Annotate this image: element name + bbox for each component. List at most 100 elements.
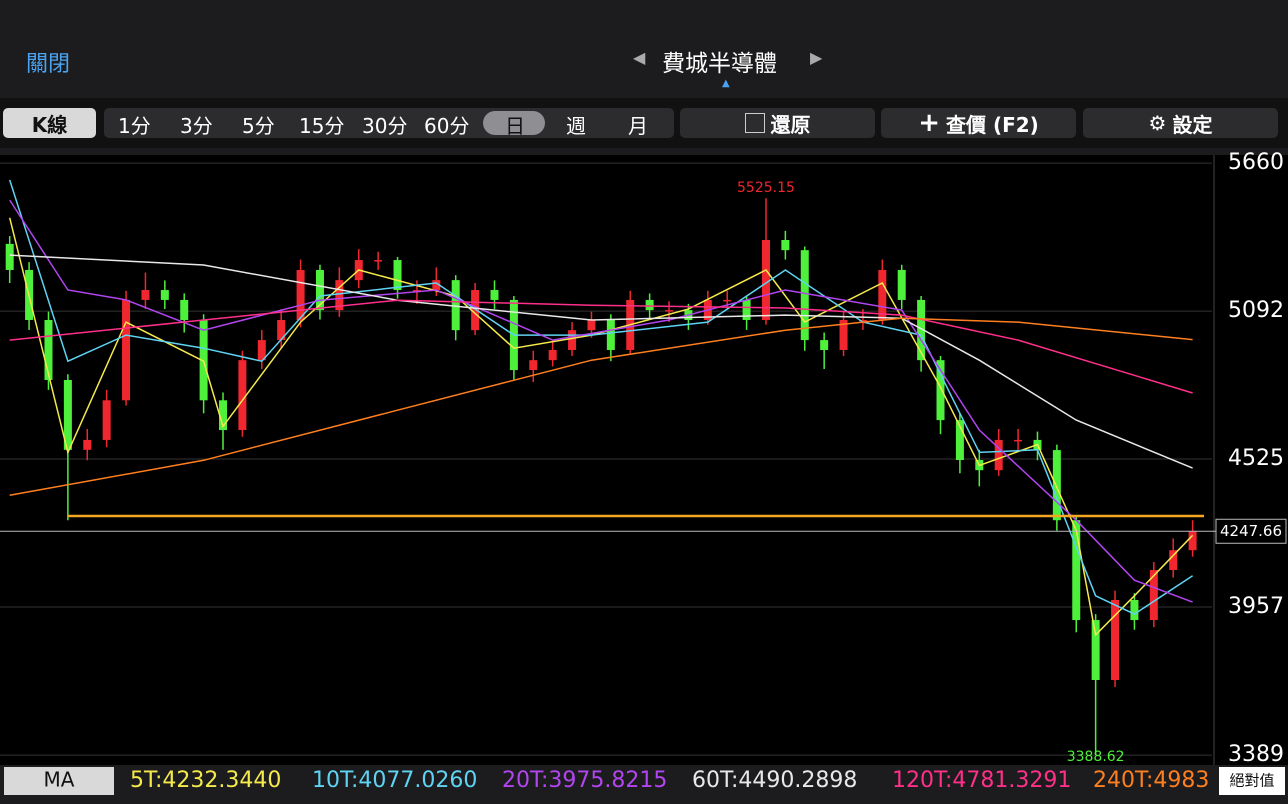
candle-body [277, 320, 286, 341]
max-label: 5525.15 [737, 180, 795, 196]
candle-body [199, 320, 208, 401]
ma-line [9, 254, 1193, 469]
candle-body [742, 299, 751, 321]
period-selected [483, 111, 545, 135]
candle-body [44, 320, 53, 380]
dropdown-caret[interactable]: ▲ [722, 78, 730, 89]
candle-body [548, 349, 557, 361]
candle-body [490, 290, 499, 300]
absolute-button[interactable] [1219, 767, 1285, 795]
candle-body [606, 320, 615, 350]
period-option[interactable]: 月 [628, 114, 648, 138]
gear-icon: ⚙ [1148, 111, 1167, 135]
candle-body [1149, 570, 1158, 621]
candle-body [471, 290, 480, 331]
footer-bg [0, 765, 1288, 804]
ma-legend: 5T:4232.3440 [130, 768, 281, 793]
next-arrow[interactable]: ▶ [810, 48, 823, 67]
candle-body [994, 439, 1003, 471]
candle-body [645, 299, 654, 311]
candle-body [141, 290, 150, 300]
ma-legend: 60T:4490.2898 [692, 768, 857, 793]
candle-body [781, 239, 790, 251]
plot-bg [0, 155, 1288, 765]
y-tick-label: 5092 [1228, 298, 1284, 323]
last-price-label: 4247.66 [1220, 522, 1282, 540]
candle-body [1052, 450, 1061, 521]
candle-body [1188, 531, 1197, 551]
candle-body [858, 320, 867, 322]
period-option[interactable]: 15分 [299, 114, 345, 138]
candle-body [432, 280, 441, 291]
ma-button[interactable] [4, 767, 114, 795]
candle-body [1130, 599, 1139, 621]
last-price-box [1215, 518, 1287, 544]
plus-icon: + [918, 108, 940, 138]
period-option[interactable]: 1分 [118, 114, 151, 138]
prev-arrow[interactable]: ◀ [633, 48, 646, 67]
period-option[interactable]: 30分 [362, 114, 408, 138]
settings-button[interactable]: ⚙ 設定 [1083, 108, 1278, 138]
candle-body [1014, 439, 1023, 442]
candle-body [257, 340, 266, 361]
settings-label: 設定 [1172, 112, 1213, 137]
candle-body [1072, 520, 1081, 621]
candle-body [219, 400, 228, 431]
candle-body [335, 280, 344, 311]
candle-body [412, 290, 421, 292]
candle-body [5, 243, 14, 270]
y-tick-label: 3389 [1228, 742, 1284, 767]
min-label: 3388.62 [1067, 749, 1125, 765]
candle-body [839, 320, 848, 350]
ma-legend: 10T:4077.0260 [312, 768, 477, 793]
y-tick-label: 5660 [1228, 150, 1284, 175]
ma-line [9, 299, 1193, 394]
ma-line [8, 217, 1194, 637]
candle-body [160, 290, 169, 300]
ma-line [9, 317, 1193, 496]
ma-label: MA [44, 768, 75, 792]
title: 費城半導體 [662, 51, 777, 77]
candle-body [820, 340, 829, 350]
checkbox[interactable] [744, 113, 765, 133]
period-option[interactable]: 5分 [242, 114, 275, 138]
close-button[interactable]: 關閉 [26, 52, 71, 77]
ma-line [8, 179, 1194, 615]
quote-label: 查價 (F2) [945, 112, 1039, 137]
candle-body [122, 299, 131, 401]
period-option[interactable]: 60分 [424, 114, 470, 138]
candle-body [83, 439, 92, 450]
quote-button[interactable]: + 查價 (F2) [881, 108, 1076, 138]
candle-body [393, 260, 402, 291]
period-bar [104, 108, 674, 138]
ma-legend: 20T:3975.8215 [502, 768, 667, 793]
candle-body [451, 280, 460, 331]
candle-body [936, 360, 945, 421]
candle-body [529, 360, 538, 371]
y-tick-label: 4525 [1228, 446, 1284, 471]
period-option[interactable]: 3分 [180, 114, 213, 138]
kline-button[interactable]: K線 [3, 108, 96, 138]
candle-body [723, 299, 732, 302]
y-tick-label: 3957 [1228, 594, 1284, 619]
candle-body [180, 299, 189, 321]
candle-body [800, 250, 809, 341]
restore-button[interactable]: 還原 [680, 108, 875, 138]
candle-body [63, 379, 72, 450]
period-option[interactable]: 日 [505, 114, 525, 138]
candle-body [878, 269, 887, 321]
candle-body [761, 239, 770, 321]
period-option[interactable]: 週 [566, 114, 586, 138]
restore-label: 還原 [770, 112, 811, 137]
ma-legend: 120T:4781.3291 [892, 768, 1071, 793]
candle-body [102, 400, 111, 440]
candle-body [568, 330, 577, 350]
candle-body [917, 299, 926, 361]
candle-body [1091, 620, 1100, 681]
ma-legend: 240T:4983 [1093, 768, 1209, 793]
candle-body [897, 269, 906, 300]
candle-body [374, 260, 383, 262]
absolute-label: 絕對值 [1229, 772, 1274, 790]
